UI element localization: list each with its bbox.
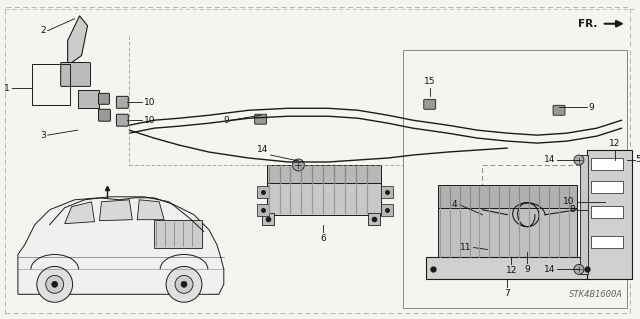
FancyBboxPatch shape (506, 245, 518, 258)
Bar (262, 213, 273, 225)
Circle shape (37, 266, 72, 302)
Polygon shape (18, 198, 224, 294)
Polygon shape (68, 16, 88, 65)
Circle shape (292, 159, 305, 171)
Text: STK4B1600A: STK4B1600A (569, 290, 623, 299)
FancyBboxPatch shape (521, 241, 532, 253)
Circle shape (175, 275, 193, 293)
FancyBboxPatch shape (99, 93, 109, 104)
Text: 4: 4 (452, 200, 458, 209)
FancyBboxPatch shape (116, 114, 128, 126)
Text: 10: 10 (144, 116, 156, 125)
Bar (257, 186, 269, 198)
Bar (403, 49, 627, 308)
Text: 8: 8 (569, 205, 575, 214)
Text: FR.: FR. (579, 19, 598, 29)
Bar (591, 158, 623, 170)
Text: 12: 12 (506, 266, 517, 275)
Bar (426, 257, 593, 279)
Bar (154, 220, 202, 248)
Text: 14: 14 (257, 145, 269, 154)
FancyBboxPatch shape (61, 63, 90, 86)
Bar (591, 206, 623, 218)
Bar (257, 204, 269, 216)
Bar (381, 186, 393, 198)
Circle shape (181, 281, 187, 287)
Circle shape (45, 275, 63, 293)
Text: 9: 9 (524, 265, 530, 274)
Bar (591, 181, 623, 193)
Text: 7: 7 (504, 289, 510, 298)
Bar (77, 90, 99, 108)
Circle shape (166, 266, 202, 302)
Text: 14: 14 (543, 265, 555, 274)
FancyBboxPatch shape (424, 99, 436, 109)
FancyBboxPatch shape (553, 105, 565, 115)
Bar (368, 213, 380, 225)
Bar (381, 204, 393, 216)
Bar (587, 150, 632, 279)
Bar (267, 183, 381, 215)
Bar (267, 165, 381, 185)
FancyBboxPatch shape (486, 241, 499, 256)
Text: 15: 15 (424, 78, 435, 86)
FancyBboxPatch shape (608, 159, 621, 176)
Text: 10: 10 (144, 98, 156, 107)
Text: 2: 2 (40, 26, 45, 35)
Text: 10: 10 (563, 197, 575, 206)
FancyBboxPatch shape (255, 114, 267, 124)
Circle shape (574, 264, 584, 274)
Bar (591, 236, 623, 248)
Bar (580, 155, 588, 274)
Text: 9: 9 (589, 103, 595, 112)
Circle shape (52, 281, 58, 287)
Text: 14: 14 (543, 155, 555, 165)
FancyBboxPatch shape (99, 109, 111, 121)
FancyBboxPatch shape (116, 96, 128, 108)
Polygon shape (137, 200, 164, 220)
Bar (438, 185, 577, 210)
Text: 5: 5 (636, 155, 640, 165)
Bar (32, 63, 70, 105)
Text: 3: 3 (40, 130, 45, 140)
Bar (438, 208, 577, 259)
Text: 11: 11 (460, 243, 472, 252)
Circle shape (574, 155, 584, 165)
Bar (483, 165, 627, 270)
Text: 6: 6 (321, 234, 326, 243)
Polygon shape (65, 202, 95, 224)
Text: 9: 9 (223, 116, 228, 125)
Polygon shape (99, 200, 132, 221)
FancyBboxPatch shape (604, 195, 618, 209)
Text: 1: 1 (4, 84, 10, 93)
Text: 12: 12 (609, 139, 620, 148)
